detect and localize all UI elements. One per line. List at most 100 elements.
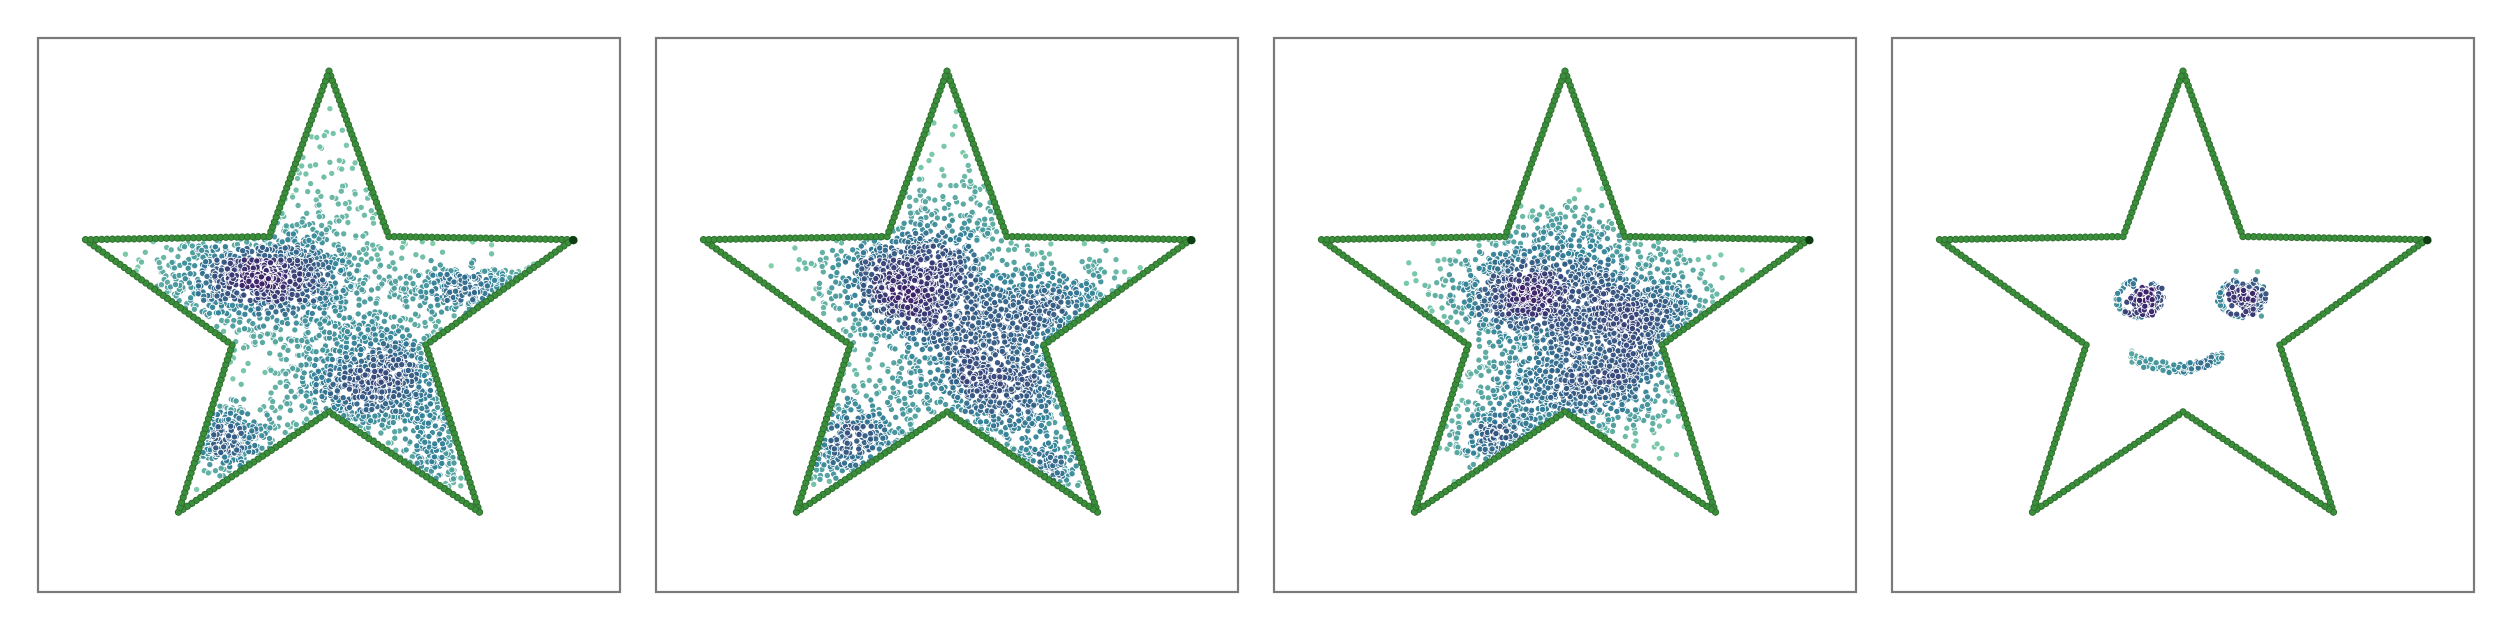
scatter-point — [202, 258, 210, 266]
scatter-point — [391, 434, 399, 442]
scatter-point — [272, 324, 280, 332]
scatter-point — [312, 348, 320, 356]
scatter-point — [825, 477, 833, 485]
scatter-point — [307, 180, 315, 188]
scatter-point — [421, 438, 429, 446]
scatter-point — [967, 231, 975, 239]
scatter-point — [256, 332, 264, 340]
scatter-point — [345, 403, 353, 411]
scatter-point — [895, 397, 903, 405]
scatter-point — [341, 200, 349, 208]
scatter-point — [461, 284, 469, 292]
scatter-point — [1083, 302, 1091, 310]
scatter-point — [422, 282, 430, 290]
scatter-point — [315, 201, 323, 209]
scatter-point — [375, 273, 383, 281]
scatter-point — [326, 158, 334, 166]
scatter-point — [1136, 264, 1144, 272]
scatter-point — [949, 384, 957, 392]
scatter-point — [859, 310, 867, 318]
scatter-point — [353, 289, 361, 297]
scatter-point — [923, 393, 931, 401]
scatter-point — [952, 182, 960, 190]
scatter-point — [837, 247, 845, 255]
scatter-point — [832, 292, 840, 300]
scatter-point — [241, 310, 249, 318]
scatter-point — [155, 259, 163, 267]
scatter-point — [326, 105, 334, 113]
scatter-point — [815, 290, 823, 298]
scatter-point — [205, 309, 213, 317]
scatter-point — [933, 214, 941, 222]
scatter-point — [488, 250, 496, 258]
scatter-point — [890, 359, 898, 367]
scatter-point — [412, 407, 420, 415]
scatter-point — [335, 156, 343, 164]
scatter-point — [959, 200, 967, 208]
scatter-point — [302, 170, 310, 178]
scatter-point — [281, 244, 289, 252]
scatter-point — [360, 333, 368, 341]
scatter-point — [338, 165, 346, 173]
scatter-point — [318, 289, 326, 297]
scatter-point — [849, 324, 857, 332]
scatter-point — [450, 312, 458, 320]
scatter-point — [985, 331, 993, 339]
scatter-point — [284, 421, 292, 429]
scatter-point — [238, 408, 246, 416]
scatter-point — [239, 367, 247, 375]
scatter-point — [293, 174, 301, 182]
scatter-point — [277, 256, 285, 264]
scatter-point — [352, 232, 360, 240]
scatter-point — [836, 305, 844, 313]
scatter-point — [984, 229, 992, 237]
scatter-point — [1038, 402, 1046, 410]
scatter-point — [377, 244, 385, 252]
scatter-point — [909, 329, 917, 337]
scatter-point — [312, 381, 320, 389]
scatter-point — [932, 375, 940, 383]
scatter-point — [251, 441, 259, 449]
scatter-point — [1053, 469, 1061, 477]
scatter-point — [1078, 258, 1086, 266]
scatter-point — [258, 338, 266, 346]
scatter-point — [342, 353, 350, 361]
scatter-point — [266, 259, 274, 267]
scatter-point — [981, 286, 989, 294]
scatter-point — [930, 355, 938, 363]
scatter-point — [851, 276, 859, 284]
scatter-point — [861, 324, 869, 332]
scatter-point — [402, 279, 410, 287]
scatter-point — [259, 243, 267, 251]
scatter-point — [438, 440, 446, 448]
scatter-point — [229, 322, 237, 330]
scatter-point — [989, 272, 997, 280]
scatter-point — [246, 296, 254, 304]
scatter-point — [345, 204, 353, 212]
scatter-point — [939, 372, 947, 380]
scatter-point — [309, 277, 317, 285]
scatter-point — [367, 286, 375, 294]
scatter-point — [359, 245, 367, 253]
scatter-point — [1045, 439, 1053, 447]
scatter-point — [288, 290, 296, 298]
scatter-point — [951, 194, 959, 202]
scatter-point — [1029, 362, 1037, 370]
scatter-point — [378, 421, 386, 429]
scatter-point — [411, 320, 419, 328]
scatter-point — [271, 338, 279, 346]
scatter-point — [287, 337, 295, 345]
scatter-point — [289, 309, 297, 317]
scatter-point — [266, 349, 274, 357]
scatter-point — [816, 475, 824, 483]
scatter-point — [964, 161, 972, 169]
scatter-point — [843, 394, 851, 402]
scatter-point — [282, 370, 290, 378]
scatter-point — [328, 169, 336, 177]
scatter-point — [952, 378, 960, 386]
scatter-point — [238, 281, 246, 289]
scatter-point — [461, 273, 469, 281]
scatter-point — [322, 226, 330, 234]
scatter-point — [875, 445, 883, 453]
scatter-point — [1005, 401, 1013, 409]
